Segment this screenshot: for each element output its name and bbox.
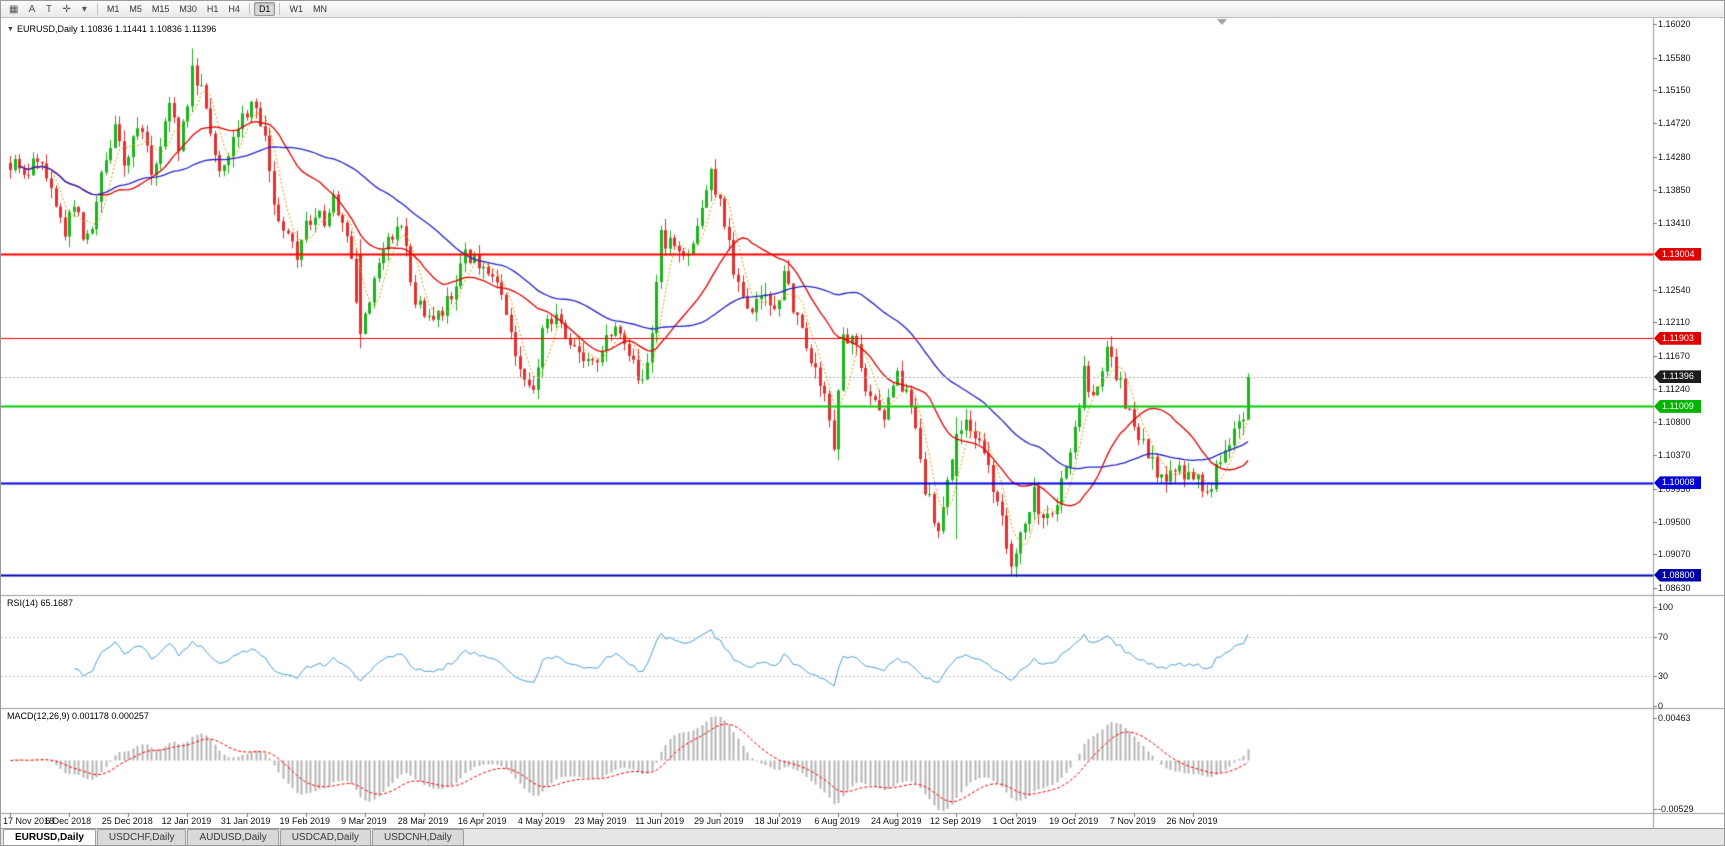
macd-axis-label: -0.00529 [1658,804,1694,814]
text-tool-button[interactable]: T [45,3,52,15]
price-axis-label: 1.12540 [1658,284,1691,295]
rsi-axis-label: 100 [1658,602,1674,612]
chart-tab-eurusd[interactable]: EURUSD,Daily [3,829,96,845]
date-axis-label: 7 Nov 2019 [1109,816,1156,826]
date-axis-label: 19 Oct 2019 [1049,816,1099,826]
timeframe-m1[interactable]: M1 [106,4,120,14]
price-axis-label: 1.12110 [1658,317,1690,328]
date-axis-label: 11 Jun 2019 [635,816,685,826]
price-chart-canvas[interactable] [1,18,1724,830]
date-axis-label: 31 Jan 2019 [220,816,271,826]
timeframe-m30[interactable]: M30 [179,4,197,14]
ohlc-text: EURUSD,Daily 1.10836 1.11441 1.10836 1.1… [16,24,217,34]
price-level-badge: 1.11903 [1654,331,1701,345]
price-axis-label: 1.10370 [1658,450,1691,461]
timeframe-m15[interactable]: M15 [151,4,170,14]
date-axis-label: 23 May 2019 [574,816,627,826]
price-axis-label: 1.15580 [1658,52,1691,63]
timeframe-m5[interactable]: M5 [129,4,142,14]
price-level-badge: 1.10008 [1654,476,1701,490]
toolbar-separator [248,3,250,15]
rsi-axis-label: 70 [1658,631,1669,642]
price-level-badge: 1.13004 [1654,247,1701,261]
price-axis-label: 1.13410 [1658,218,1691,229]
toolbar-separator [96,3,98,15]
date-axis-label: 24 Aug 2019 [870,816,922,826]
price-axis-label: 1.08630 [1658,583,1691,593]
date-axis-label: 6 Dec 2018 [45,816,92,826]
price-axis-label: 1.11670 [1658,350,1690,361]
date-axis-label: 16 Apr 2019 [457,816,507,826]
price-axis-label: 1.16020 [1658,19,1691,29]
timeframe-h4[interactable]: H4 [228,4,240,14]
timeframe-w1[interactable]: W1 [289,4,303,14]
one-click-trading-toggle[interactable]: ▼ [7,25,14,33]
top-toolbar: ▦ A T ✛ ▾ M1 M5 M15 M30 H1 H4 D1 W1 MN [1,1,1724,18]
price-axis-label: 1.13850 [1658,184,1691,195]
date-axis-label: 12 Jan 2019 [161,816,212,826]
toolbar-icons: ▦ A T ✛ ▾ [4,2,93,16]
date-axis-label: 28 Mar 2019 [397,816,449,826]
chart-tab-audusd[interactable]: AUDUSD,Daily [187,829,279,845]
price-axis-label: 1.14280 [1658,151,1691,162]
price-axis-label: 1.09070 [1658,549,1691,560]
date-axis-label: 6 Aug 2019 [814,816,860,826]
date-axis-label: 19 Feb 2019 [279,816,331,826]
rsi-indicator-label: RSI(14) 65.1687 [7,598,74,608]
rsi-axis-label: 0 [1658,701,1664,711]
charts-grid-icon[interactable]: ▦ [9,3,19,15]
date-axis-label: 26 Nov 2019 [1166,816,1218,826]
price-axis-label: 1.15150 [1658,85,1691,96]
rsi-axis-label: 30 [1658,671,1669,682]
timeframe-buttons: M1 M5 M15 M30 H1 H4 D1 W1 MN [102,2,332,16]
toolbar-separator [279,3,281,15]
price-axis-label: 1.10800 [1658,417,1691,428]
timeframe-mn[interactable]: MN [312,4,327,14]
date-axis-label: 1 Oct 2019 [992,816,1037,826]
price-level-badge: 1.11396 [1654,370,1701,384]
date-axis-label: 9 Mar 2019 [341,816,387,826]
macd-axis-label: 0.00463 [1658,713,1691,723]
cursor-a-button[interactable]: A [28,3,36,15]
price-axis-label: 1.09500 [1658,516,1691,527]
date-axis-label: 17 Nov 2018 [3,816,55,826]
date-axis-label: 25 Dec 2018 [101,816,153,826]
symbol-ohlc-readout: ▼ EURUSD,Daily 1.10836 1.11441 1.10836 1… [7,24,216,34]
price-axis-label: 1.11240 [1658,383,1690,394]
crosshair-icon[interactable]: ✛ [62,3,71,15]
date-axis-label: 18 Jul 2019 [754,816,802,826]
date-axis-label: 29 Jun 2019 [694,816,744,826]
date-axis-label: 12 Sep 2019 [929,816,981,826]
chart-tabs-bar: EURUSD,Daily USDCHF,Daily AUDUSD,Daily USDC… [1,828,1724,845]
tools-dropdown-icon[interactable]: ▾ [81,3,87,15]
chart-tab-usdcnh[interactable]: USDCNH,Daily [371,829,464,845]
price-axis-label: 1.14720 [1658,118,1691,129]
macd-indicator-label: MACD(12,26,9) 0.001178 0.000257 [7,711,149,721]
timeframe-h1[interactable]: H1 [206,4,219,14]
timeframe-d1[interactable]: D1 [253,2,276,16]
date-axis-label: 4 May 2019 [517,816,565,826]
chart-tab-usdchf[interactable]: USDCHF,Daily [96,829,187,845]
chart-tab-usdcad[interactable]: USDCAD,Daily [279,829,371,845]
price-level-badge: 1.08800 [1654,568,1701,582]
price-level-badge: 1.11009 [1654,399,1701,413]
